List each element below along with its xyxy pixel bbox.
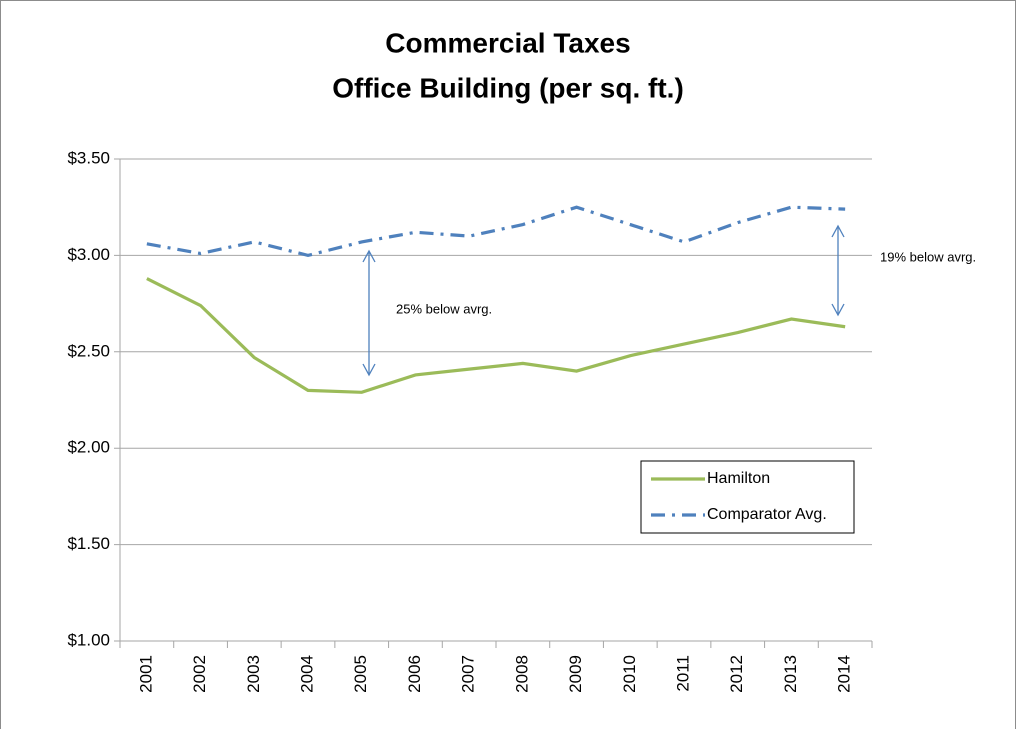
x-tick-label: 2002 bbox=[190, 655, 209, 693]
annotation: 25% below avrg. bbox=[396, 301, 492, 316]
x-tick-label: 2004 bbox=[297, 655, 316, 693]
annotation: 19% below avrg. bbox=[880, 249, 976, 264]
arrow bbox=[362, 249, 376, 377]
x-tick-label: 2001 bbox=[136, 655, 155, 693]
x-tick-label: 2003 bbox=[244, 655, 263, 693]
series-line bbox=[146, 205, 846, 258]
x-tick-label: 2011 bbox=[673, 655, 692, 692]
y-tick-label: $3.00 bbox=[67, 245, 110, 264]
legend: Hamilton Comparator Avg. bbox=[640, 460, 855, 534]
arrow bbox=[831, 224, 845, 317]
x-tick-label: 2013 bbox=[781, 655, 800, 693]
x-tick-label: 2012 bbox=[727, 655, 746, 693]
x-tick-label: 2008 bbox=[512, 655, 531, 693]
y-tick-label: $1.50 bbox=[67, 534, 110, 553]
y-tick-label: $2.00 bbox=[67, 438, 110, 457]
x-tick-label: 2007 bbox=[459, 655, 478, 693]
x-tick-label: 2005 bbox=[351, 655, 370, 693]
x-tick-label: 2006 bbox=[405, 655, 424, 693]
series-line bbox=[146, 277, 846, 394]
x-tick-label: 2009 bbox=[566, 655, 585, 693]
legend-label: Hamilton bbox=[707, 470, 770, 487]
y-tick-label: $1.00 bbox=[67, 630, 110, 649]
y-tick-label: $3.50 bbox=[67, 148, 110, 167]
legend-label: Comparator Avg. bbox=[707, 506, 827, 523]
chart-title: Commercial Taxes bbox=[385, 27, 630, 58]
x-tick-label: 2010 bbox=[620, 655, 639, 693]
x-tick-label: 2014 bbox=[835, 655, 854, 693]
y-tick-label: $2.50 bbox=[67, 341, 110, 360]
legend-box bbox=[640, 460, 855, 534]
chart-subtitle: Office Building (per sq. ft.) bbox=[332, 72, 684, 103]
